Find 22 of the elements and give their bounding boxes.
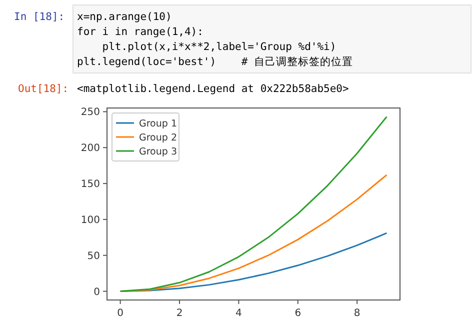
legend-label: Group 3 (139, 146, 177, 158)
annotation: x=np.arange(10) (77, 11, 172, 23)
annotation: <matplotlib.legend.Legend at 0x222b58ab5e0> (77, 83, 349, 95)
legend-label: Group 2 (139, 132, 177, 144)
y-tick-label: 0 (94, 286, 100, 298)
legend-label: Group 1 (139, 118, 177, 130)
x-tick-label: 8 (354, 308, 360, 319)
x-tick-label: 0 (117, 308, 124, 319)
y-tick-label: 50 (87, 250, 100, 262)
y-tick-label: 100 (80, 214, 100, 226)
y-tick-label: 150 (80, 179, 100, 190)
y-tick-label: 200 (80, 143, 100, 154)
x-tick-label: 6 (294, 308, 302, 319)
x-tick-label: 2 (176, 308, 183, 319)
annotation: In [18]: (14, 11, 65, 23)
x-tick-label: 4 (236, 308, 242, 319)
annotation: plt.legend(loc='best') # 自己调整标签的位置 (77, 56, 354, 68)
annotation: for i in range(1,4): (77, 26, 204, 38)
y-tick-label: 250 (80, 107, 100, 118)
annotation: Out[18]: (18, 83, 69, 95)
annotation: plt.plot(x,i*x**2,label='Group %d'%i) (102, 41, 336, 53)
plot: 0 2 4 6 8 0 50 100 150 200 250 Group 1 Group 2 Group 3 (80, 107, 400, 319)
